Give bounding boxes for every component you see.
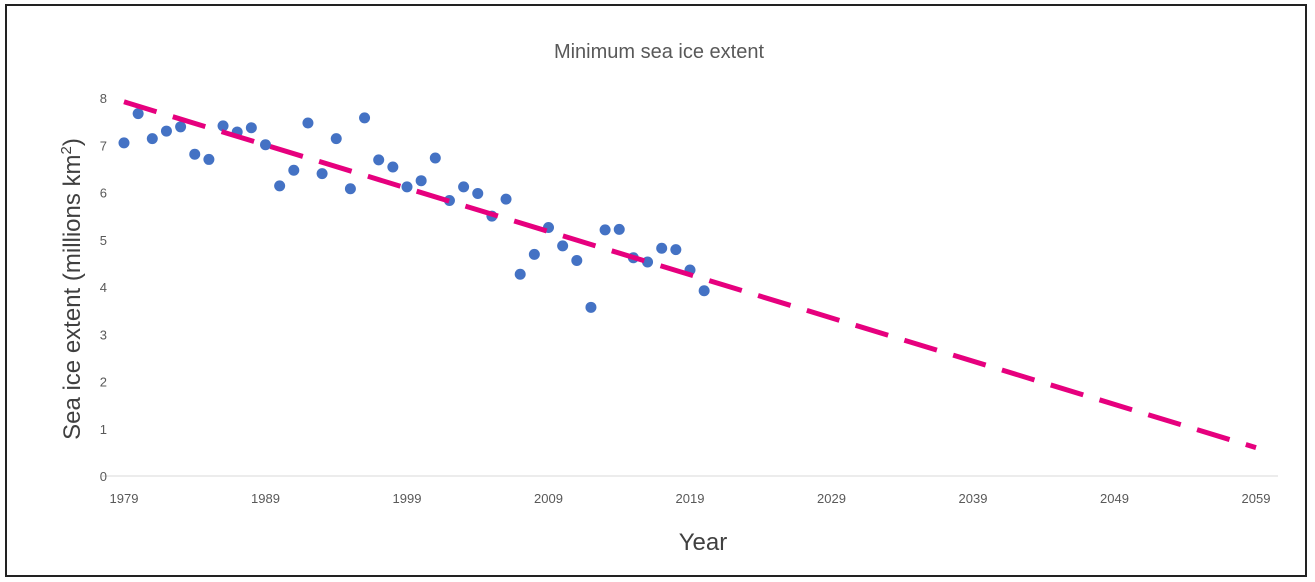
data-point bbox=[528, 248, 540, 260]
data-point bbox=[118, 137, 130, 149]
data-point bbox=[288, 164, 300, 176]
data-point bbox=[514, 268, 526, 280]
y-tick-label: 1 bbox=[100, 422, 107, 437]
data-point bbox=[500, 193, 512, 205]
data-point bbox=[217, 120, 229, 132]
data-point bbox=[585, 301, 597, 313]
x-tick-label: 1999 bbox=[393, 491, 422, 506]
data-point bbox=[458, 181, 470, 193]
data-point bbox=[132, 108, 144, 120]
x-tick-labels: 1979 1989 1999 2009 2019 2029 2039 2049 2059 bbox=[110, 491, 1271, 506]
data-point bbox=[472, 187, 484, 199]
data-point bbox=[599, 224, 611, 236]
trendline bbox=[123, 99, 1257, 451]
data-point bbox=[373, 154, 385, 166]
data-point bbox=[415, 175, 427, 187]
x-tick-label: 1979 bbox=[110, 491, 139, 506]
y-tick-label: 8 bbox=[100, 91, 107, 106]
y-axis-title: Sea ice extent (millions km2) bbox=[58, 138, 86, 440]
data-point bbox=[698, 285, 710, 297]
x-tick-label: 2029 bbox=[817, 491, 846, 506]
x-tick-label: 1989 bbox=[251, 491, 280, 506]
data-points bbox=[118, 108, 710, 313]
y-axis-title-superscript: 2 bbox=[58, 146, 75, 154]
data-point bbox=[203, 153, 215, 165]
y-tick-label: 4 bbox=[100, 280, 107, 295]
data-point bbox=[557, 240, 569, 252]
data-point bbox=[189, 148, 201, 160]
data-point bbox=[316, 168, 328, 180]
y-axis-title-main: Sea ice extent (millions km bbox=[59, 154, 86, 439]
x-axis-title: Year bbox=[679, 529, 728, 556]
y-tick-label: 3 bbox=[100, 327, 107, 342]
data-point bbox=[146, 133, 158, 145]
y-tick-label: 7 bbox=[100, 138, 107, 153]
y-tick-label: 0 bbox=[100, 469, 107, 484]
scatter-chart: Minimum sea ice extent Sea ice extent (m… bbox=[58, 41, 1278, 556]
x-tick-label: 2039 bbox=[959, 491, 988, 506]
data-point bbox=[274, 180, 286, 192]
x-tick-label: 2019 bbox=[676, 491, 705, 506]
data-point bbox=[670, 244, 682, 256]
data-point bbox=[245, 122, 257, 134]
data-point bbox=[656, 242, 668, 254]
data-point bbox=[160, 125, 172, 137]
y-tick-label: 2 bbox=[100, 375, 107, 390]
data-point bbox=[260, 139, 271, 151]
data-point bbox=[642, 256, 654, 268]
data-point bbox=[175, 121, 187, 133]
x-tick-label: 2009 bbox=[534, 491, 563, 506]
y-tick-labels: 0 1 2 3 4 5 6 7 8 bbox=[100, 91, 107, 484]
data-point bbox=[387, 161, 399, 173]
y-tick-label: 5 bbox=[100, 233, 107, 248]
data-point bbox=[429, 152, 441, 164]
chart-frame: Minimum sea ice extent Sea ice extent (m… bbox=[5, 4, 1307, 577]
data-point bbox=[344, 183, 356, 195]
data-point bbox=[401, 181, 413, 193]
data-point bbox=[359, 112, 371, 124]
chart-title: Minimum sea ice extent bbox=[554, 41, 765, 63]
x-tick-label: 2049 bbox=[1100, 491, 1129, 506]
x-tick-label: 2059 bbox=[1242, 491, 1271, 506]
data-point bbox=[571, 255, 583, 267]
y-tick-label: 6 bbox=[100, 186, 107, 201]
data-point bbox=[302, 117, 314, 129]
data-point bbox=[613, 223, 625, 235]
data-point bbox=[330, 133, 342, 145]
y-axis-title-close: ) bbox=[59, 138, 86, 146]
